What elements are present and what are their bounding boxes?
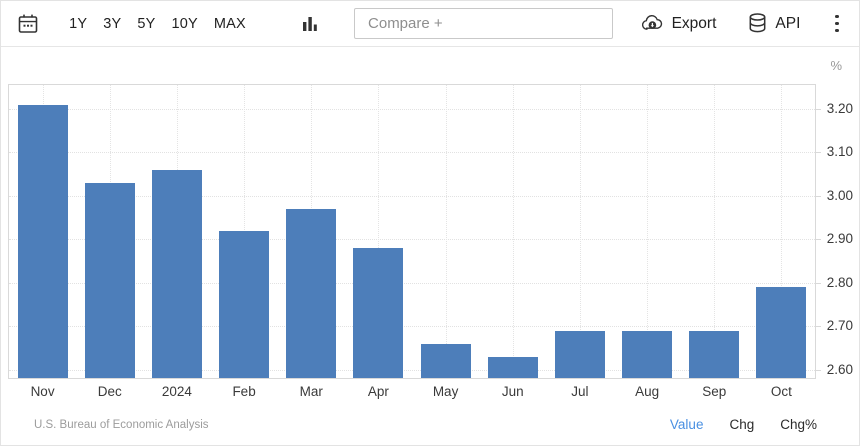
source-attribution: U.S. Bureau of Economic Analysis [34,419,209,431]
h-gridline [9,152,815,154]
y-axis-label: 3.20 [826,100,853,116]
calendar-button[interactable] [15,11,40,37]
bar-jun[interactable] [487,356,538,378]
h-gridline [9,282,815,284]
v-gridline [512,85,514,378]
v-gridline [378,85,380,378]
x-axis-label-oct: Oct [770,384,792,399]
y-axis-tick [815,108,821,110]
mode-link-chg[interactable]: Chg [729,417,755,432]
x-axis-label-apr: Apr [367,384,389,399]
range-button-3y[interactable]: 3Y [95,10,129,38]
x-axis-label-2024: 2024 [161,384,192,399]
x-axis-label-nov: Nov [30,384,55,399]
database-icon [747,12,768,35]
calendar-icon [16,12,40,36]
api-label: API [775,14,801,32]
h-gridline [9,195,815,197]
y-axis-label: 2.80 [826,274,853,290]
mode-link-value[interactable]: Value [669,417,704,432]
y-axis-tick [815,152,821,154]
export-label: Export [671,14,717,32]
api-button[interactable]: API [747,12,800,35]
bar-mar[interactable] [286,208,337,378]
x-axis-label-jun: Jun [501,384,524,399]
bar-oct[interactable] [756,287,807,378]
export-button[interactable]: Export [640,13,717,34]
compare-input[interactable] [354,8,613,39]
y-axis-label: 2.90 [826,231,853,247]
y-axis-label: 2.60 [826,361,853,377]
bar-sep[interactable] [689,330,740,378]
range-button-1y[interactable]: 1Y [61,10,95,38]
h-gridline [9,108,815,110]
v-gridline [781,85,783,378]
h-gridline [9,369,815,371]
mode-link-chgpct[interactable]: Chg% [780,417,817,432]
range-button-10y[interactable]: 10Y [164,10,206,38]
y-axis-tick [815,195,821,197]
x-axis-label-dec: Dec [97,384,122,399]
kebab-menu-icon [835,14,839,33]
y-axis-tick [815,326,821,328]
bar-may[interactable] [420,343,471,378]
y-axis-tick [815,282,821,284]
x-axis-label-jul: Jul [571,384,589,399]
y-axis-label: 2.70 [826,318,853,334]
h-gridline [9,239,815,241]
y-axis-tick [815,239,821,241]
bar-apr[interactable] [353,248,404,378]
y-axis-unit-label: % [830,58,842,73]
x-axis-label-may: May [432,384,459,399]
x-axis-label-feb: Feb [232,384,256,399]
h-gridline [9,326,815,328]
footer-mode-links: Value Chg Chg% [670,417,817,432]
cloud-download-icon [640,13,665,34]
v-gridline [445,85,447,378]
x-axis-label-sep: Sep [702,384,727,399]
range-button-5y[interactable]: 5Y [129,10,163,38]
y-axis-tick [815,369,821,371]
range-button-max[interactable]: MAX [206,10,254,38]
v-gridline [714,85,716,378]
x-axis-label-aug: Aug [635,384,660,399]
more-options-button[interactable] [831,11,843,37]
bar-dec[interactable] [84,182,135,378]
v-gridline [579,85,581,378]
range-buttons: 1Y 3Y 5Y 10Y MAX [61,10,254,38]
plot-area [8,84,816,379]
bar-aug[interactable] [622,330,673,378]
x-axis-label-mar: Mar [299,384,323,399]
bar-2024[interactable] [151,169,202,378]
bar-jul[interactable] [554,330,605,378]
bar-nov[interactable] [17,104,68,378]
chart-section: % U.S. Bureau of Economic Analysis Value… [1,47,859,445]
y-axis-label: 3.10 [826,144,853,160]
v-gridline [647,85,649,378]
y-axis-label: 3.00 [826,187,853,203]
column-chart-icon [298,12,322,36]
bar-feb[interactable] [219,230,270,378]
chart-type-button[interactable] [298,11,323,37]
